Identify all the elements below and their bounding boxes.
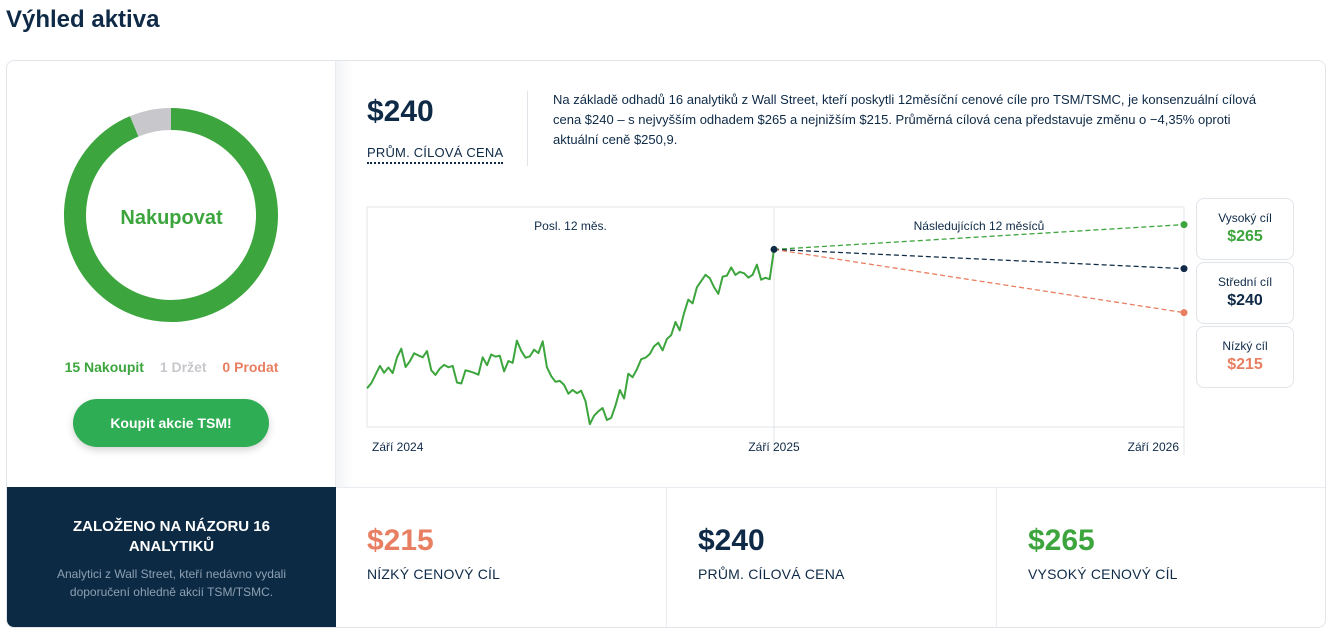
x-tick-label: Září 2025 [748, 440, 800, 454]
buy-stock-button[interactable]: Koupit akcie TSM! [73, 399, 269, 447]
low-target-dot [1180, 309, 1188, 317]
rating-donut [64, 108, 278, 322]
high-target-label: Vysoký cíl [1218, 211, 1272, 225]
avg-target-stat: $240 PRŮM. CÍLOVÁ CENA [666, 487, 996, 627]
mid-target-label: Střední cíl [1217, 275, 1273, 289]
analyst-basis-title: ZALOŽENO NA NÁZORU 16 ANALYTIKŮ [73, 518, 270, 555]
page-title: Výhled aktiva [6, 6, 160, 33]
rating-panel: Nakupovat 15 Nakoupit 1 Držet 0 Prodat K… [7, 61, 336, 487]
target-summary: Na základě odhadů 16 analytiků z Wall St… [553, 92, 1257, 147]
low-target-stat-value: $215 [367, 524, 434, 557]
low-target-value: $215 [1227, 356, 1263, 373]
avg-target-stat-label: PRŮM. CÍLOVÁ CENA [698, 566, 845, 582]
history-price-line [366, 249, 775, 426]
consensus-rating: Nakupovat [120, 207, 223, 229]
high-target-value: $265 [1227, 228, 1263, 245]
section-label: Následujících 12 měsíců [914, 219, 1045, 233]
hold-count: 1 Držet [159, 359, 207, 375]
asset-outlook-card: Nakupovat 15 Nakoupit 1 Držet 0 Prodat K… [6, 60, 1326, 628]
buy-count: 15 Nakoupit [64, 359, 144, 375]
mid-target-value: $240 [1227, 292, 1263, 309]
donut-segment-hold [130, 108, 172, 137]
mid-target-line [773, 248, 1185, 270]
x-tick-label: Září 2026 [1128, 440, 1180, 454]
price-target-chart: Posl. 12 měs. Následujících 12 měsíců Září… [366, 206, 1188, 455]
high-target-dot [1180, 221, 1188, 229]
donut-segment-buy [64, 108, 278, 322]
section-label: Posl. 12 měs. [534, 219, 607, 233]
high-target-stat-label: VYSOKÝ CENOVÝ CÍL [1028, 566, 1178, 582]
avg-target-price: $240 [367, 95, 434, 128]
high-target-stat-value: $265 [1028, 524, 1095, 557]
avg-target-stat-value: $240 [698, 524, 765, 557]
sell-count: 0 Prodat [222, 359, 279, 375]
low-target-label: Nízký cíl [1222, 339, 1268, 353]
current-price-dot [770, 245, 778, 253]
high-target-box: Vysoký cíl $265 [1196, 198, 1294, 260]
low-target-box: Nízký cíl $215 [1196, 326, 1294, 388]
low-target-stat-label: NÍZKÝ CENOVÝ CÍL [367, 566, 501, 582]
mid-target-dot [1180, 265, 1188, 273]
mid-target-box: Střední cíl $240 [1196, 262, 1294, 324]
low-target-stat: $215 NÍZKÝ CENOVÝ CÍL [336, 487, 666, 627]
price-target-panel: $240 PRŮM. CÍLOVÁ CENA Na základě odhadů… [336, 61, 1325, 487]
analyst-basis-subtitle: Analytici z Wall Street, kteří nedávno v… [57, 567, 286, 599]
low-target-line [773, 248, 1185, 314]
x-tick-label: Září 2024 [372, 440, 424, 454]
high-target-line [773, 223, 1185, 251]
avg-target-label[interactable]: PRŮM. CÍLOVÁ CENA [367, 145, 504, 164]
rating-counts: 15 Nakoupit 1 Držet 0 Prodat [7, 359, 336, 375]
divider [527, 91, 528, 166]
analyst-basis-panel: ZALOŽENO NA NÁZORU 16 ANALYTIKŮ Analytic… [7, 487, 336, 627]
high-target-stat: $265 VYSOKÝ CENOVÝ CÍL [996, 487, 1325, 627]
